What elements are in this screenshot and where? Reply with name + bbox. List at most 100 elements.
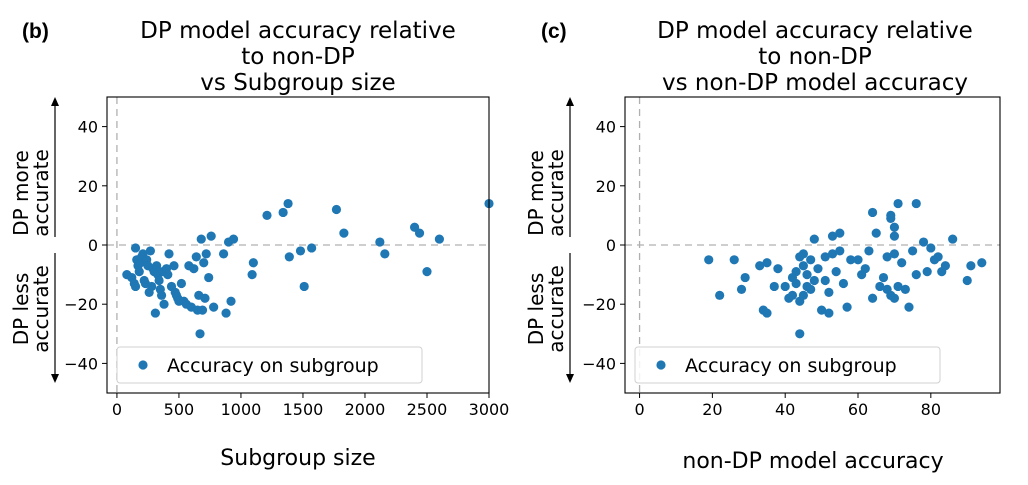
data-point [414, 228, 425, 238]
data-point [918, 237, 929, 247]
x-axis-title: Subgroup size [220, 446, 375, 471]
data-point [228, 234, 239, 244]
data-point [842, 302, 852, 312]
panel-label: (b) [22, 20, 49, 43]
data-point [835, 228, 845, 238]
data-point [798, 249, 808, 259]
data-point [176, 278, 187, 289]
data-point [791, 267, 801, 277]
y-tick-label: 0 [88, 236, 98, 255]
data-point [787, 290, 798, 300]
y-tick-label: −20 [582, 295, 616, 314]
up-arrow-head [51, 97, 59, 106]
data-point [284, 252, 294, 262]
data-point [911, 198, 921, 209]
data-point [307, 243, 317, 253]
data-point [339, 228, 349, 238]
data-point [948, 234, 958, 244]
y-tick-label: 20 [596, 177, 616, 196]
upper-side-label: DP more [9, 150, 33, 236]
data-point [152, 261, 162, 271]
data-point [864, 246, 874, 256]
data-point [911, 270, 921, 280]
data-point [780, 281, 790, 292]
data-point [299, 281, 309, 292]
data-point [806, 284, 816, 294]
data-point [283, 198, 293, 209]
data-point [159, 299, 169, 309]
data-point [130, 281, 141, 292]
data-point [853, 255, 863, 265]
data-point [755, 261, 765, 271]
data-point [962, 275, 972, 286]
down-arrow-head [566, 374, 574, 383]
data-point [860, 264, 870, 274]
data-point [195, 329, 205, 339]
data-point [209, 302, 219, 312]
x-tick-label: 1500 [283, 400, 324, 419]
data-point [809, 234, 819, 244]
y-tick-label: −40 [582, 354, 616, 373]
x-axis-title: non-DP model accuracy [682, 449, 943, 474]
lower-side-label: accurate [544, 265, 568, 353]
legend-label: Accuracy on subgroup [167, 355, 379, 377]
data-point [278, 207, 288, 218]
x-tick-label: 0 [634, 400, 644, 419]
data-point [893, 281, 903, 292]
data-point [886, 213, 896, 223]
chart-title-line: vs non-DP model accuracy [662, 70, 968, 96]
data-point [295, 246, 306, 256]
x-tick-label: 3000 [469, 400, 510, 419]
up-arrow-head [566, 97, 574, 106]
data-point [908, 246, 918, 256]
y-tick-label: 40 [596, 118, 616, 137]
data-point [434, 234, 444, 244]
data-point [145, 246, 156, 256]
data-point [201, 249, 211, 259]
data-point [904, 302, 914, 312]
data-point [867, 207, 878, 218]
data-point [889, 222, 900, 232]
data-point [791, 278, 801, 289]
data-point [196, 234, 206, 244]
chart-title-line: DP model accuracy relative [140, 18, 456, 44]
data-point [422, 267, 432, 277]
data-point [897, 258, 907, 268]
y-tick-label: −20 [64, 295, 98, 314]
data-point [940, 261, 950, 271]
x-tick-label: 60 [848, 400, 868, 419]
x-tick-label: 2000 [345, 400, 386, 419]
lower-side-label: DP less [9, 273, 33, 346]
data-point [169, 261, 179, 271]
data-point [206, 231, 216, 241]
data-point [773, 264, 783, 274]
data-point [809, 275, 819, 286]
data-point [189, 264, 199, 274]
data-point [926, 243, 936, 253]
data-point [150, 308, 160, 318]
data-point [871, 228, 881, 238]
legend-label: Accuracy on subgroup [685, 355, 897, 377]
data-point [889, 293, 900, 303]
data-point [900, 284, 910, 294]
chart-title-line: to non-DP [758, 44, 872, 70]
legend-marker [656, 360, 666, 370]
data-point [820, 275, 830, 286]
data-point [156, 290, 167, 300]
data-point [729, 255, 739, 265]
data-point [331, 204, 342, 215]
legend-box [116, 346, 423, 384]
data-point [130, 243, 141, 253]
data-point [882, 252, 892, 262]
data-point [966, 261, 976, 271]
x-tick-label: 80 [921, 400, 941, 419]
data-point [147, 281, 157, 292]
data-point [798, 290, 808, 300]
data-point [933, 252, 943, 262]
data-point [806, 255, 816, 265]
data-point [893, 198, 903, 209]
data-point [878, 272, 889, 283]
upper-side-label: accurate [544, 149, 568, 237]
